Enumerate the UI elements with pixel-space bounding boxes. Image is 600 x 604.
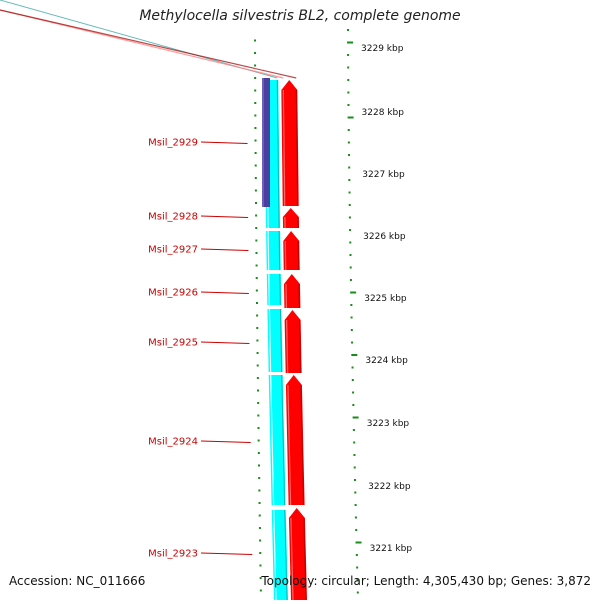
genome-title: Methylocella silvestris BL2, complete ge… <box>0 8 600 24</box>
genome-summary: Topology: circular; Length: 4,305,430 bp… <box>261 574 591 588</box>
highlight-feature[interactable] <box>262 78 270 207</box>
outer-tick-marks <box>347 30 362 593</box>
gene-leader-line <box>201 342 249 344</box>
gene-label[interactable]: Msil_2928 <box>148 212 198 223</box>
gene-label[interactable]: Msil_2923 <box>148 549 198 560</box>
gene-leader-line <box>201 553 252 555</box>
ruler-label: 3225 kbp <box>364 294 407 304</box>
gene-label[interactable]: Msil_2924 <box>148 437 198 448</box>
gene-leader-line <box>201 249 248 251</box>
accession-label: Accession: NC_011666 <box>9 574 145 588</box>
ruler-label: 3226 kbp <box>363 232 406 242</box>
ruler-label: 3227 kbp <box>362 170 405 180</box>
ruler-label: 3223 kbp <box>367 419 410 429</box>
ruler-label: 3224 kbp <box>365 356 408 366</box>
ruler-label: 3221 kbp <box>370 544 413 554</box>
forward-cds-track <box>0 10 307 600</box>
gene-leader-line <box>201 142 248 144</box>
track-highlight-line <box>269 274 270 305</box>
ruler-label: 3222 kbp <box>368 482 411 492</box>
gene-leader-line <box>201 216 248 218</box>
track-highlight-line <box>268 231 269 270</box>
track-shadow-line <box>280 274 281 305</box>
gene-labels[interactable]: Msil_2929 Msil_2928 Msil_2927 Msil_2926 Msil… <box>148 138 252 560</box>
gene-leader-line <box>201 292 249 294</box>
ruler-labels: 3229 kbp 3228 kbp 3227 kbp 3226 kbp 3225 kbp… <box>361 44 412 554</box>
track-shadow-line <box>279 231 280 270</box>
gene-leader-line <box>201 441 251 443</box>
reverse-track <box>0 0 288 600</box>
gene-label[interactable]: Msil_2926 <box>148 288 198 299</box>
ruler-label: 3228 kbp <box>362 108 405 118</box>
gene-label[interactable]: Msil_2929 <box>148 138 198 149</box>
ruler-label: 3229 kbp <box>361 44 404 54</box>
gene-label[interactable]: Msil_2927 <box>148 245 198 256</box>
gene-label[interactable]: Msil_2925 <box>148 338 198 349</box>
inner-tick-marks <box>0 28 262 591</box>
